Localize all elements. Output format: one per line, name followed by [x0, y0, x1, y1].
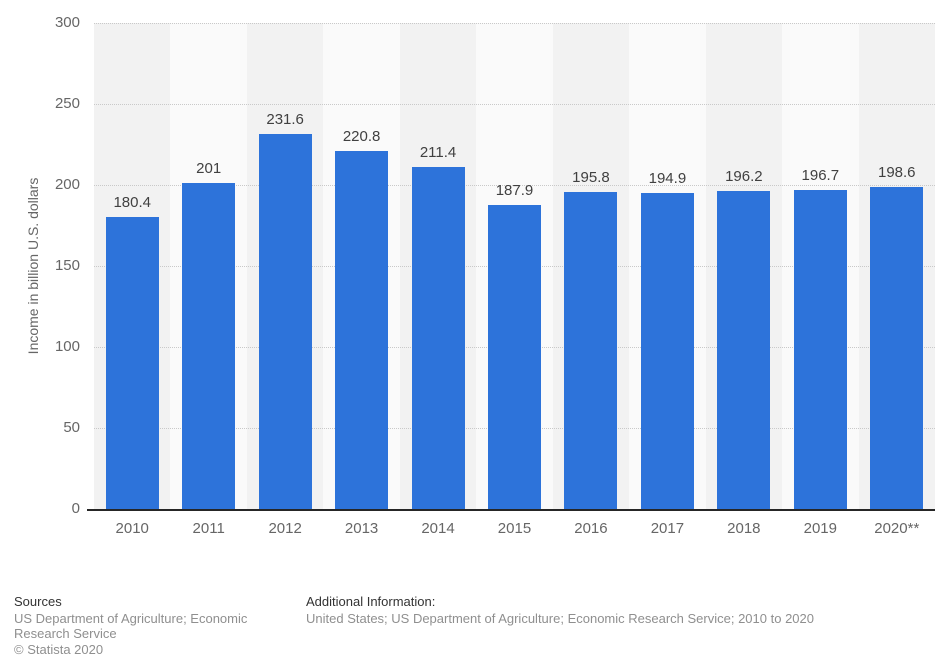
- x-axis-line: [87, 509, 935, 511]
- x-tick-label: 2017: [650, 520, 685, 537]
- bar-value-label: 194.9: [648, 170, 687, 188]
- bar-value-label: 196.7: [801, 167, 840, 185]
- bar-chart: Income in billion U.S. dollars 0 50 100 150…: [25, 14, 935, 537]
- y-tick-label: 300: [54, 14, 80, 31]
- additional-info-text: United States; US Department of Agricult…: [306, 610, 814, 626]
- bar: [793, 190, 847, 509]
- copyright-text: © Statista 2020: [14, 641, 104, 657]
- bar: [182, 183, 236, 509]
- x-tick-label: 2013: [344, 520, 379, 537]
- x-tick-label: 2012: [268, 520, 302, 537]
- x-tick-label: 2019: [803, 520, 837, 537]
- y-tick-label: 200: [54, 176, 80, 193]
- bar: [564, 191, 618, 509]
- gridline: [94, 185, 935, 186]
- bar: [488, 204, 541, 509]
- sources-text: US Department of Agriculture; Economic R…: [14, 610, 248, 642]
- bar-value-label: 195.8: [572, 168, 610, 186]
- bar-value-label: 187.9: [495, 181, 534, 199]
- sources-block: Sources US Department of Agriculture; Ec…: [14, 594, 302, 657]
- y-tick-label: 50: [63, 419, 80, 436]
- bar-value-label: 201: [196, 160, 222, 178]
- x-tick-label: 2011: [192, 520, 225, 537]
- x-tick-label: 2015: [497, 520, 532, 537]
- bar: [640, 193, 694, 509]
- bar-value-label: 180.4: [113, 193, 151, 211]
- bar-value-label: 198.6: [877, 164, 916, 182]
- bar: [258, 133, 312, 509]
- x-tick-label: 2016: [574, 520, 608, 537]
- y-tick-label: 250: [54, 95, 80, 112]
- bar: [335, 151, 389, 509]
- additional-info-heading: Additional Information:: [306, 594, 436, 609]
- x-tick-label: 2020**: [874, 520, 920, 537]
- bar-value-label: 231.6: [266, 110, 304, 128]
- additional-info-block: Additional Information: United States; U…: [306, 594, 936, 626]
- bar: [105, 216, 159, 509]
- bar: [717, 191, 771, 509]
- y-tick-label: 100: [54, 338, 80, 355]
- gridline: [94, 104, 935, 105]
- y-tick-label: 0: [71, 500, 80, 517]
- bar: [411, 166, 465, 509]
- x-tick-label: 2014: [421, 520, 455, 537]
- x-tick-label: 2010: [115, 520, 149, 537]
- bar-value-label: 220.8: [342, 128, 381, 146]
- bar-value-label: 196.2: [725, 168, 763, 186]
- bar: [870, 187, 924, 509]
- x-tick-label: 2018: [727, 520, 761, 537]
- y-tick-label: 150: [54, 257, 80, 274]
- gridline: [94, 23, 935, 24]
- bar-value-label: 211.4: [419, 143, 457, 161]
- sources-heading: Sources: [14, 594, 62, 609]
